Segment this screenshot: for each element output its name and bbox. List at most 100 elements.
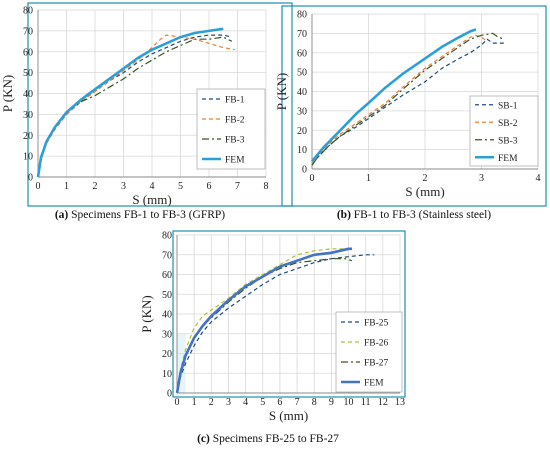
x-tick-label: 1 bbox=[192, 397, 197, 408]
series-line-fb-2 bbox=[37, 34, 235, 178]
y-tick-label: 60 bbox=[23, 47, 33, 58]
x-tick-label: 5 bbox=[178, 181, 183, 192]
x-tick-label: 0 bbox=[36, 181, 41, 192]
y-tick-label: 30 bbox=[297, 106, 307, 117]
x-tick-label: 1 bbox=[64, 181, 69, 192]
y-tick-label: 30 bbox=[162, 329, 172, 340]
caption-c-label: (c) bbox=[197, 433, 210, 445]
legend-label: FB-1 bbox=[225, 96, 245, 106]
y-tick-label: 80 bbox=[23, 6, 33, 17]
x-tick-label: 4 bbox=[150, 181, 155, 192]
y-tick-label: 20 bbox=[23, 131, 33, 142]
series-line-fb-27 bbox=[176, 258, 353, 394]
legend-box bbox=[196, 88, 266, 170]
caption-b-label: (b) bbox=[337, 209, 351, 221]
y-tick-label: 70 bbox=[297, 29, 307, 40]
plot-highlight bbox=[177, 333, 186, 393]
x-tick-label: 6 bbox=[277, 397, 282, 408]
x-tick-label: 2 bbox=[93, 181, 98, 192]
series-line-fem bbox=[36, 27, 224, 178]
legend-box bbox=[469, 95, 539, 167]
chart-frame bbox=[172, 230, 406, 398]
y-tick-label: 20 bbox=[162, 349, 172, 360]
y-tick-label: 60 bbox=[297, 48, 307, 59]
y-tick-label: 0 bbox=[302, 165, 307, 176]
x-tick-label: 11 bbox=[361, 397, 371, 408]
x-tick-label: 10 bbox=[344, 397, 354, 408]
y-tick-label: 60 bbox=[162, 270, 172, 281]
legend-label: SB-1 bbox=[498, 101, 518, 111]
y-tick-label: 70 bbox=[162, 250, 172, 261]
x-tick-label: 0 bbox=[175, 397, 180, 408]
legend-label: SB-3 bbox=[498, 136, 518, 146]
x-axis-title: S (mm) bbox=[269, 408, 308, 423]
x-tick-label: 1 bbox=[366, 173, 371, 184]
series-line-fem bbox=[175, 247, 352, 394]
y-axis-title: P (KN) bbox=[274, 73, 289, 110]
legend-label: FB-26 bbox=[364, 339, 389, 349]
caption-a-label: (a) bbox=[55, 209, 69, 221]
y-tick-label: 40 bbox=[23, 89, 33, 100]
x-tick-label: 0 bbox=[310, 173, 315, 184]
x-axis-title: S (mm) bbox=[132, 192, 171, 207]
legend-label: FEM bbox=[498, 154, 518, 164]
x-tick-label: 7 bbox=[295, 397, 300, 408]
y-tick-label: 40 bbox=[297, 87, 307, 98]
y-tick-label: 10 bbox=[297, 145, 307, 156]
x-tick-label: 6 bbox=[207, 181, 212, 192]
caption-a-text: Specimens FB-1 to FB-3 (GFRP) bbox=[68, 209, 225, 221]
x-tick-label: 4 bbox=[536, 173, 541, 184]
series-line-fem bbox=[311, 28, 477, 163]
legend-label: FB-27 bbox=[364, 359, 389, 369]
caption-b: (b) FB-1 to FB-3 (Stainless steel) bbox=[337, 209, 491, 221]
y-tick-label: 80 bbox=[297, 10, 307, 21]
caption-c-text: Specimens FB-25 to FB-27 bbox=[210, 433, 339, 445]
y-tick-label: 0 bbox=[28, 173, 33, 184]
x-tick-label: 5 bbox=[260, 397, 265, 408]
y-tick-label: 10 bbox=[23, 152, 33, 163]
legend-box bbox=[335, 311, 403, 393]
x-tick-label: 3 bbox=[479, 173, 484, 184]
y-axis-title: P (KN) bbox=[0, 75, 15, 112]
series-line-sb-2 bbox=[311, 34, 488, 166]
x-tick-label: 7 bbox=[235, 181, 240, 192]
x-tick-label: 2 bbox=[209, 397, 214, 408]
y-tick-label: 20 bbox=[297, 126, 307, 137]
x-tick-label: 3 bbox=[226, 397, 231, 408]
y-tick-label: 50 bbox=[162, 290, 172, 301]
legend-label: FB-25 bbox=[364, 319, 389, 329]
x-tick-label: 13 bbox=[395, 397, 405, 408]
y-axis-title: P (KN) bbox=[139, 295, 154, 332]
y-tick-label: 80 bbox=[162, 231, 172, 242]
series-line-sb-3 bbox=[311, 32, 505, 166]
legend-label: FEM bbox=[225, 156, 245, 166]
x-tick-label: 12 bbox=[378, 397, 388, 408]
legend-label: SB-2 bbox=[498, 119, 518, 129]
x-tick-label: 3 bbox=[121, 181, 126, 192]
y-tick-label: 0 bbox=[167, 389, 172, 400]
x-tick-label: 8 bbox=[312, 397, 317, 408]
chart-frame bbox=[281, 5, 547, 207]
x-axis-title: S (mm) bbox=[405, 184, 444, 199]
chart-frame bbox=[27, 2, 293, 207]
legend-label: FB-2 bbox=[225, 116, 245, 126]
x-tick-label: 8 bbox=[264, 181, 269, 192]
x-tick-label: 4 bbox=[243, 397, 248, 408]
y-tick-label: 70 bbox=[23, 26, 33, 37]
caption-b-text: FB-1 to FB-3 (Stainless steel) bbox=[351, 209, 491, 221]
series-line-fb-1 bbox=[37, 34, 232, 178]
y-tick-label: 30 bbox=[23, 110, 33, 121]
x-tick-label: 9 bbox=[329, 397, 334, 408]
y-tick-label: 10 bbox=[162, 369, 172, 380]
y-tick-label: 50 bbox=[23, 68, 33, 79]
legend-label: FB-3 bbox=[225, 136, 245, 146]
y-tick-label: 50 bbox=[297, 68, 307, 79]
caption-a: (a) Specimens FB-1 to FB-3 (GFRP) bbox=[55, 209, 225, 221]
series-line-fb-25 bbox=[176, 254, 375, 394]
x-tick-label: 2 bbox=[423, 173, 428, 184]
caption-c: (c) Specimens FB-25 to FB-27 bbox=[197, 433, 339, 445]
